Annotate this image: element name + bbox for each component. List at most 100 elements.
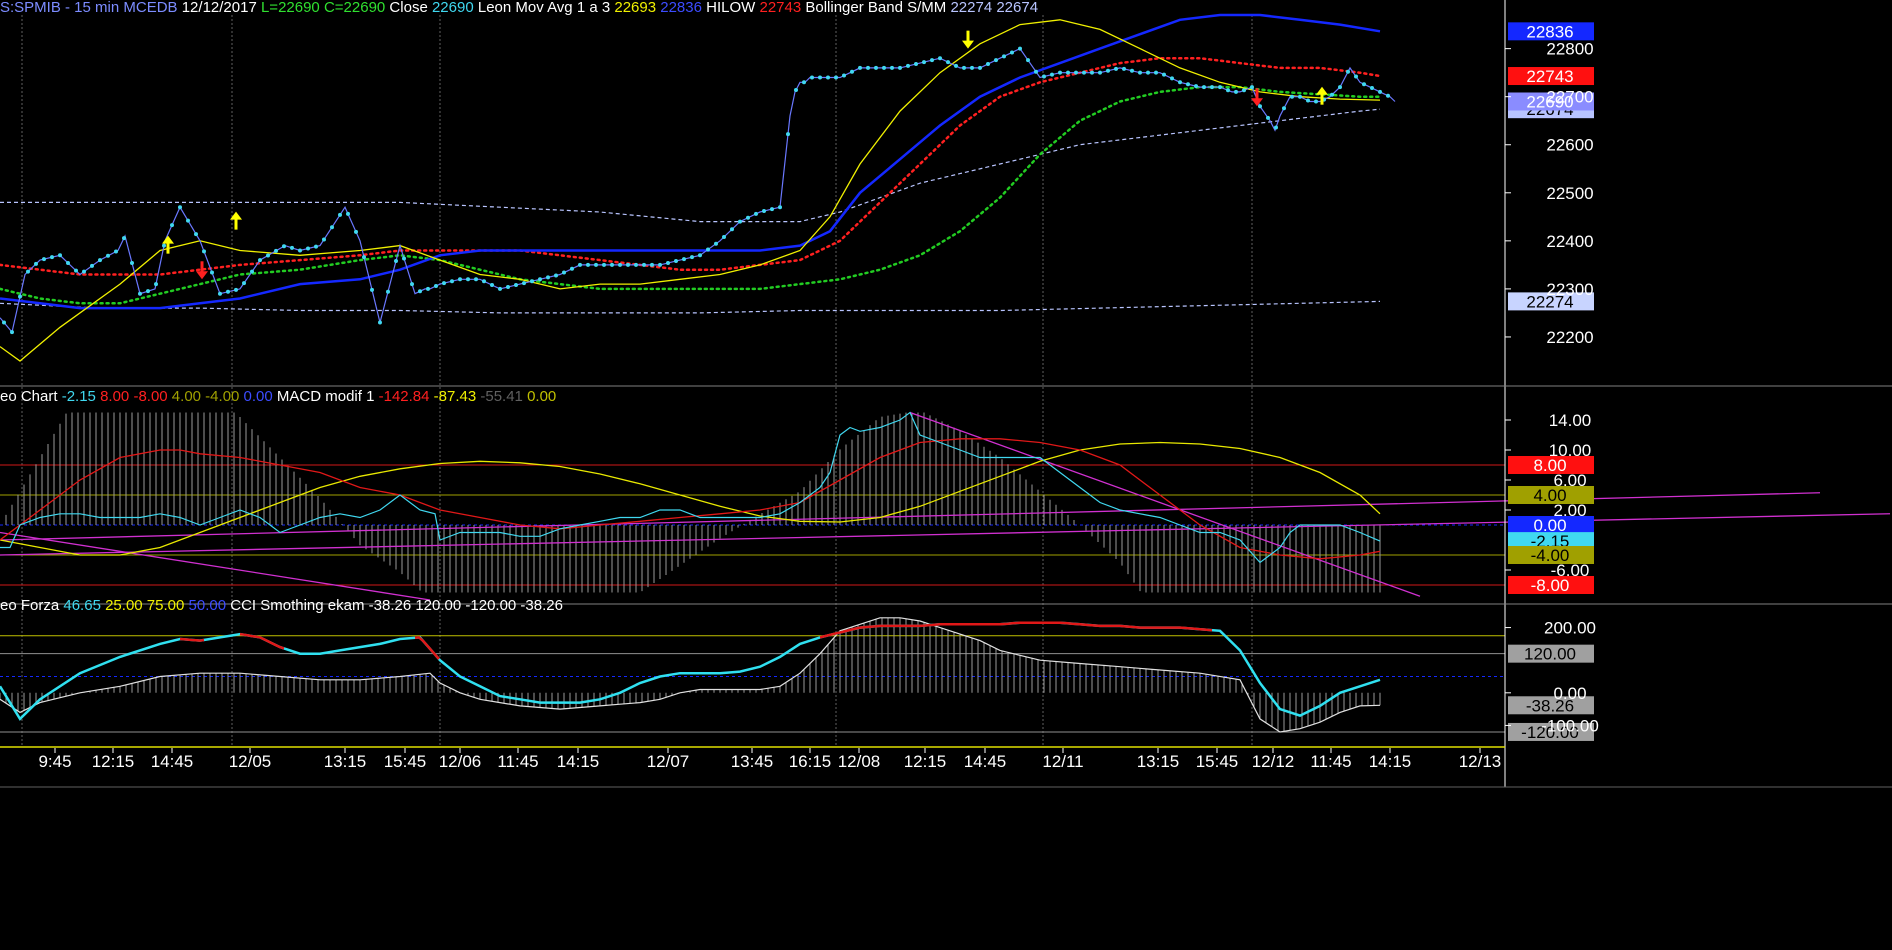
arrow-shaft — [966, 30, 970, 43]
close-point — [762, 209, 766, 214]
trend-line[interactable] — [909, 411, 1421, 597]
close-point — [570, 266, 574, 271]
close-point — [266, 253, 270, 258]
close-point — [1266, 115, 1270, 120]
close-point — [258, 258, 262, 263]
cci-panel[interactable]: 120.00 -38.26 -120.00 — [0, 617, 1594, 742]
close-point — [1290, 94, 1294, 99]
x-tick-label: 11:45 — [1310, 752, 1351, 771]
close-point — [1066, 70, 1070, 75]
legend-entry: Bollinger Band S/MM — [801, 0, 946, 16]
close-point — [338, 212, 342, 217]
close-point — [426, 286, 430, 291]
value-tag-bg — [1508, 22, 1594, 41]
close-point — [530, 279, 534, 284]
legend-entry: 46.65 — [59, 597, 101, 614]
close-point — [562, 270, 566, 275]
close-point — [1042, 74, 1046, 79]
legend-entry: CCI Smothing ekam — [226, 597, 364, 614]
x-tick-label: 14:45 — [151, 752, 194, 771]
sell-arrow-icon — [962, 30, 974, 49]
y-tick-label: 2.00 — [1553, 501, 1586, 520]
legend-entry: 4.00 — [168, 388, 201, 405]
legend-entry: eo Chart — [0, 388, 58, 405]
legend-entry: -2.15 — [58, 388, 96, 405]
close-point — [890, 65, 894, 70]
close-point — [930, 58, 934, 63]
close-point — [1386, 93, 1390, 98]
close-point — [290, 245, 294, 250]
y-tick-label: 22200 — [1546, 328, 1593, 347]
close-point — [354, 229, 358, 234]
close-point — [1210, 85, 1214, 90]
sell-arrow-icon — [1251, 88, 1263, 107]
close-point — [138, 291, 142, 296]
close-point — [114, 249, 118, 254]
forza-overbought-segment — [819, 621, 1213, 639]
close-point — [922, 60, 926, 65]
value-tag-label: -4.00 — [1531, 546, 1570, 565]
close-point — [1378, 89, 1382, 94]
close-point — [1138, 70, 1142, 75]
close-point — [970, 65, 974, 70]
close-point — [546, 275, 550, 280]
close-point — [778, 205, 782, 210]
legend-entry: -38.26 — [516, 597, 563, 614]
close-point — [810, 75, 814, 80]
close-point — [1018, 46, 1022, 51]
close-point — [954, 63, 958, 68]
forza-overbought-segment — [179, 637, 205, 642]
legend-entry: 22743 — [755, 0, 801, 16]
close-point — [906, 63, 910, 68]
close-point — [402, 256, 406, 261]
close-point — [178, 205, 182, 210]
close-point — [858, 65, 862, 70]
x-tick-label: 12/05 — [229, 752, 272, 771]
value-tag-label: -38.26 — [1526, 696, 1574, 715]
close-point — [1306, 98, 1310, 103]
close-point — [50, 255, 54, 260]
close-point — [978, 65, 982, 70]
close-point — [1146, 70, 1150, 75]
x-tick-label: 14:15 — [557, 752, 600, 771]
x-tick-label: 12/06 — [439, 752, 482, 771]
trend-line[interactable] — [0, 531, 431, 601]
arrow-head — [1316, 86, 1328, 95]
close-point — [466, 277, 470, 282]
value-tag: -38.26 — [1508, 696, 1594, 715]
close-point — [58, 253, 62, 258]
sell-arrow-icon — [196, 261, 208, 280]
close-point — [490, 283, 494, 288]
price-legend-text: S:SPMIB - 15 min MCEDB 12/12/2017 L=2269… — [0, 0, 1038, 16]
close-point — [210, 270, 214, 275]
y-tick-label: 6.00 — [1553, 471, 1586, 490]
close-point — [666, 260, 670, 265]
price-panel[interactable]: 2283622743226742269022274 — [0, 13, 1594, 362]
value-tag: 0.00 — [1508, 516, 1594, 535]
close-point — [170, 223, 174, 228]
value-tag: 8.00 — [1508, 456, 1594, 475]
arrow-head — [230, 211, 242, 220]
y-tick-label: 22600 — [1546, 136, 1593, 155]
value-tag-bg — [1508, 456, 1594, 474]
close-point — [194, 232, 198, 237]
arrow-head — [962, 40, 974, 49]
cci-legend: eo Forza 46.65 25.00 75.00 50.00 CCI Smo… — [0, 597, 563, 614]
oscillator-line — [0, 411, 1381, 564]
value-tag-bg — [1508, 576, 1594, 594]
close-point — [42, 257, 46, 262]
legend-entry: 22274 — [946, 0, 992, 16]
macd-panel[interactable]: 8.004.000.00-2.15-4.00-8.00 — [0, 411, 1891, 601]
buy-arrow-icon — [162, 235, 174, 254]
legend-entry: -55.41 — [476, 388, 523, 405]
close-point — [418, 289, 422, 294]
close-point — [322, 237, 326, 242]
x-tick-label: 12/07 — [647, 752, 690, 771]
close-point — [874, 65, 878, 70]
close-point — [722, 235, 726, 239]
close-point — [298, 248, 302, 253]
close-point — [66, 260, 70, 265]
legend-entry: 50.00 — [184, 597, 226, 614]
value-tag-bg — [1508, 722, 1594, 741]
